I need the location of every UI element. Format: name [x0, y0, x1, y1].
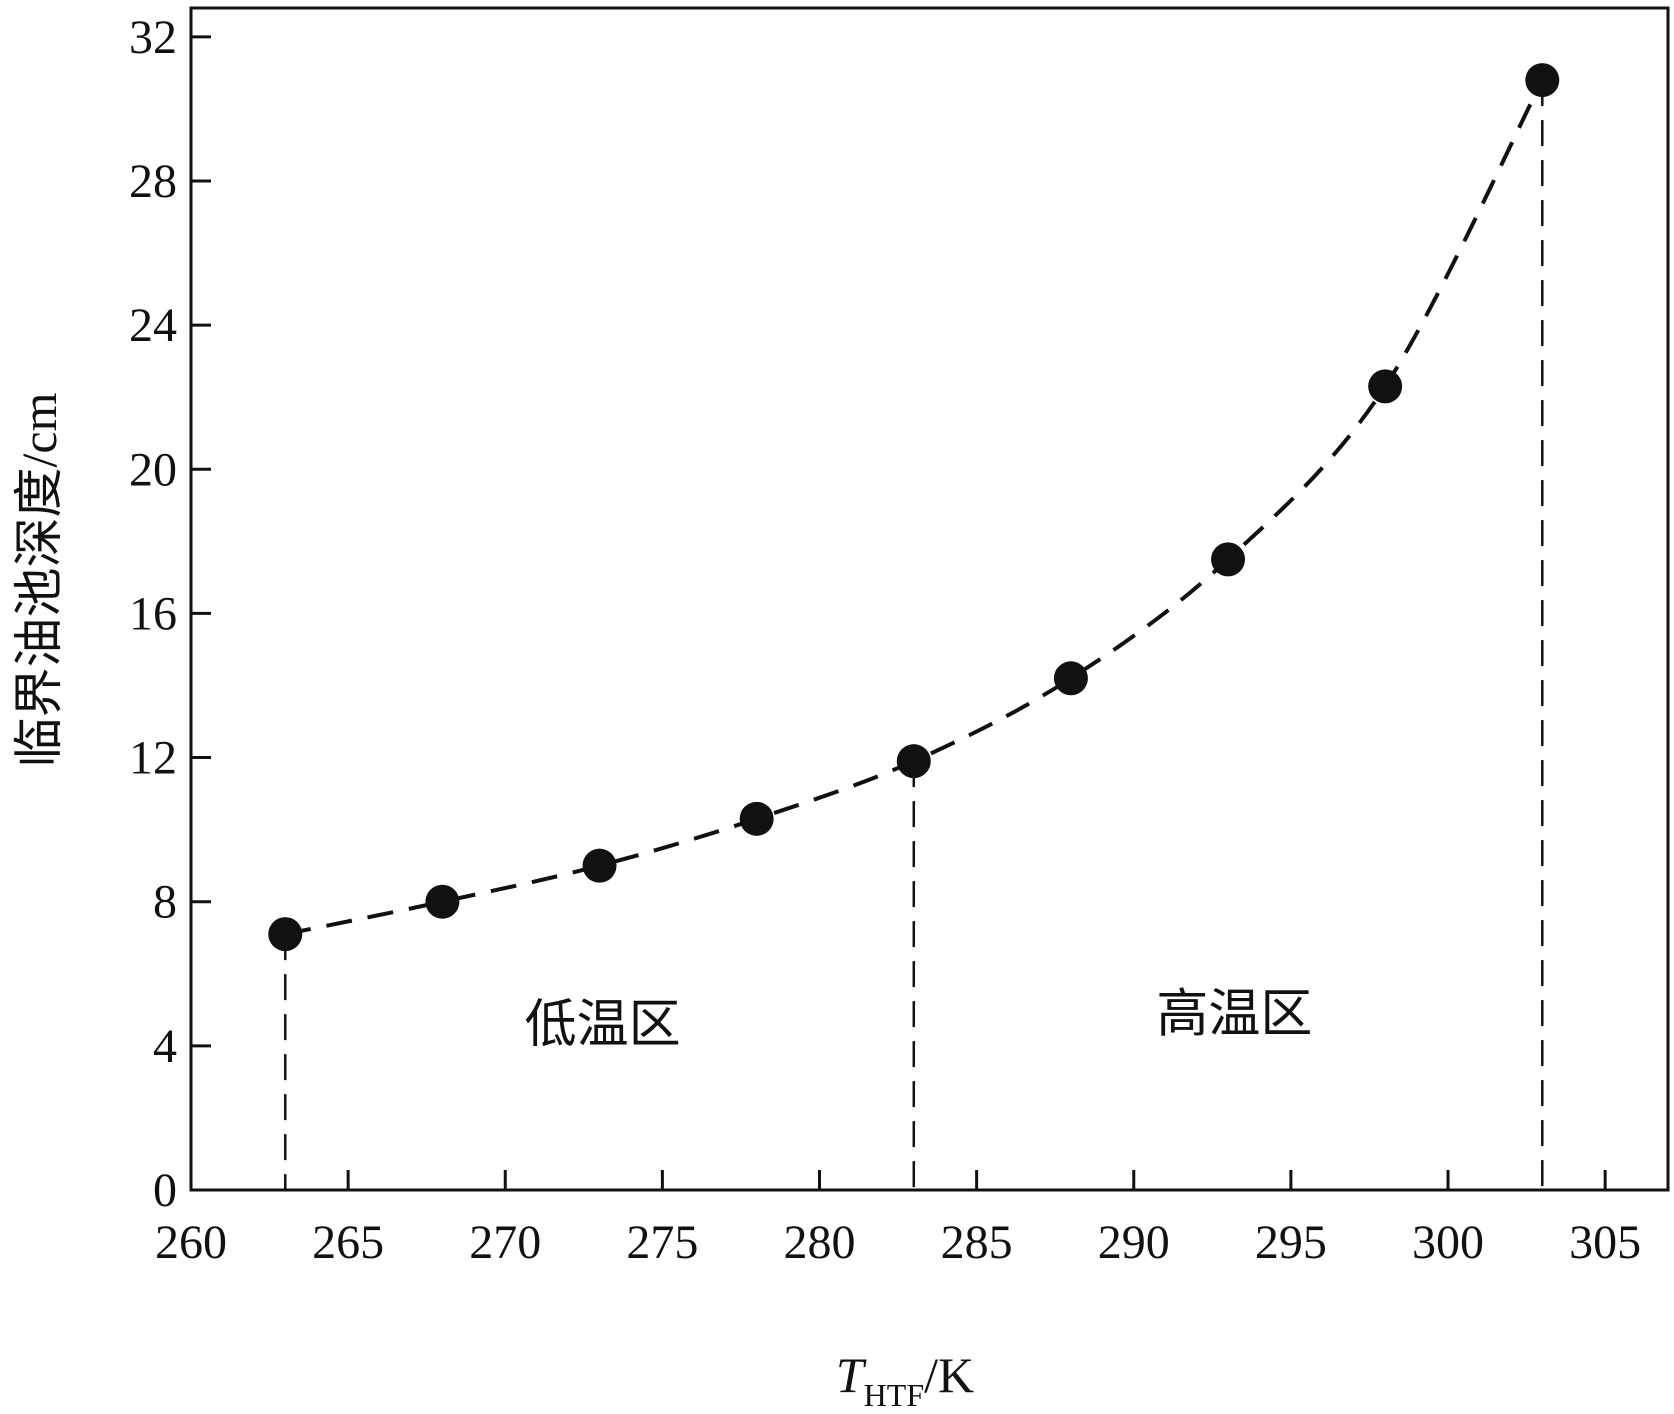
data-point — [268, 917, 303, 952]
data-point — [739, 801, 774, 836]
x-tick-label: 305 — [1569, 1216, 1641, 1269]
y-tick-label: 4 — [153, 1020, 177, 1073]
x-axis-title-sub: HTF — [864, 1377, 924, 1413]
y-tick-label: 0 — [153, 1164, 177, 1217]
x-tick-label: 280 — [784, 1216, 856, 1269]
data-point — [1525, 63, 1560, 98]
y-tick-label: 20 — [129, 443, 177, 496]
x-tick-label: 265 — [312, 1216, 384, 1269]
y-tick-label: 24 — [129, 299, 177, 352]
data-points — [268, 63, 1560, 952]
y-tick-label: 16 — [129, 587, 177, 640]
y-axis-title: 临界油池深度/cm — [11, 392, 67, 767]
y-tick-label: 12 — [129, 732, 177, 785]
x-tick-label: 270 — [469, 1216, 541, 1269]
data-point — [1211, 542, 1246, 577]
data-point — [1053, 661, 1088, 696]
data-point — [1368, 369, 1403, 404]
plot-frame — [189, 6, 1670, 1192]
ticks: 260 265 270 275 280 285 290 295 300 305 0 4 8 12 16 20 2… — [129, 11, 1641, 1269]
x-axis-title: THTF/K — [836, 1347, 974, 1413]
region-labels: 低温区 高温区 — [525, 984, 1313, 1055]
y-tick-label: 8 — [153, 876, 177, 929]
data-point — [896, 744, 931, 779]
x-tick-label: 275 — [626, 1216, 698, 1269]
y-tick-label: 28 — [129, 155, 177, 208]
x-axis-title-unit: /K — [924, 1347, 974, 1403]
x-axis-title-main: T — [836, 1347, 867, 1403]
data-point — [425, 884, 460, 919]
x-tick-label: 295 — [1255, 1216, 1327, 1269]
x-tick-label: 260 — [155, 1216, 227, 1269]
x-tick-label: 285 — [941, 1216, 1013, 1269]
y-tick-label: 32 — [129, 11, 177, 64]
x-tick-label: 290 — [1098, 1216, 1170, 1269]
region-label: 高温区 — [1156, 984, 1312, 1044]
region-boundaries — [284, 80, 1544, 1190]
data-point — [582, 848, 617, 883]
x-tick-label: 300 — [1412, 1216, 1484, 1269]
axes — [189, 6, 1670, 1192]
region-label: 低温区 — [525, 995, 681, 1055]
